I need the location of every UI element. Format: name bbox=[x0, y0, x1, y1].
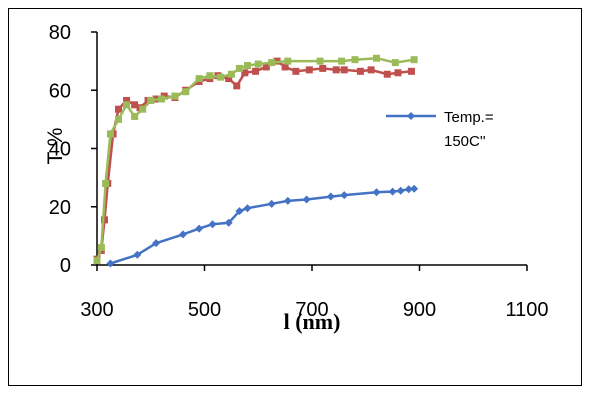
data-point bbox=[115, 105, 122, 113]
data-point bbox=[332, 66, 340, 74]
data-point bbox=[340, 191, 349, 200]
series-1-line bbox=[110, 187, 415, 265]
data-point bbox=[171, 92, 179, 100]
data-point bbox=[404, 185, 413, 194]
data-point bbox=[115, 115, 122, 123]
data-point bbox=[356, 67, 364, 75]
data-point bbox=[351, 56, 359, 64]
data-point bbox=[208, 220, 217, 229]
data-point bbox=[93, 257, 101, 265]
data-point bbox=[195, 224, 204, 233]
x-axis-title: l (nm) bbox=[284, 309, 341, 334]
data-point bbox=[305, 66, 313, 74]
series-1 bbox=[106, 184, 419, 268]
series-group bbox=[93, 54, 419, 268]
legend: Temp.= 150C'' bbox=[386, 109, 494, 150]
data-point bbox=[217, 73, 225, 81]
series-3-line bbox=[95, 56, 415, 261]
data-point bbox=[102, 179, 110, 187]
data-point bbox=[179, 230, 187, 239]
x-tick-label: 1100 bbox=[505, 299, 548, 321]
data-point bbox=[97, 244, 105, 252]
data-point bbox=[147, 96, 155, 104]
data-point bbox=[383, 70, 391, 78]
data-point bbox=[326, 192, 335, 201]
data-point bbox=[254, 60, 262, 68]
data-point bbox=[139, 105, 147, 113]
data-point bbox=[372, 188, 381, 197]
data-point bbox=[195, 75, 203, 83]
data-point bbox=[123, 101, 131, 109]
data-point bbox=[106, 259, 115, 268]
data-point bbox=[244, 61, 251, 69]
data-point bbox=[410, 56, 418, 64]
data-point bbox=[262, 63, 270, 71]
data-point bbox=[268, 59, 276, 67]
x-tick-label: 900 bbox=[403, 299, 436, 321]
legend-marker-diamond-icon bbox=[407, 112, 415, 120]
x-tick-label: 700 bbox=[295, 299, 328, 321]
data-point bbox=[235, 207, 244, 216]
series-2-line bbox=[95, 59, 412, 260]
data-point bbox=[158, 95, 165, 103]
y-tick-label: 60 bbox=[49, 80, 71, 102]
legend-label-line2: 150C'' bbox=[444, 133, 486, 150]
data-point bbox=[340, 66, 348, 74]
data-point bbox=[319, 64, 327, 72]
data-point bbox=[396, 186, 405, 195]
data-point bbox=[316, 57, 324, 65]
data-point bbox=[224, 218, 233, 227]
series-3 bbox=[93, 54, 418, 265]
data-point bbox=[373, 54, 380, 62]
data-point bbox=[338, 57, 346, 65]
data-point bbox=[267, 199, 276, 208]
data-point bbox=[225, 75, 233, 83]
series-2 bbox=[93, 57, 415, 263]
data-point bbox=[410, 184, 419, 193]
data-point bbox=[131, 112, 139, 120]
data-point bbox=[227, 70, 235, 78]
y-axis-title: T % bbox=[44, 128, 67, 165]
legend-label-line1: Temp.= bbox=[444, 109, 494, 126]
data-point bbox=[233, 82, 241, 90]
data-point bbox=[152, 239, 161, 248]
data-point bbox=[407, 67, 415, 75]
y-tick-label: 0 bbox=[60, 255, 71, 277]
x-tick-label: 500 bbox=[188, 299, 221, 321]
data-point bbox=[283, 196, 292, 205]
data-point bbox=[106, 130, 114, 138]
x-tick-label: 300 bbox=[80, 299, 113, 321]
data-point bbox=[235, 64, 243, 72]
data-point bbox=[182, 88, 190, 96]
data-point bbox=[252, 67, 260, 75]
data-point bbox=[206, 72, 214, 80]
data-point bbox=[241, 69, 249, 77]
data-point bbox=[284, 57, 292, 65]
data-point bbox=[281, 63, 289, 71]
data-point bbox=[101, 216, 109, 224]
data-point bbox=[391, 59, 399, 67]
data-point bbox=[292, 67, 300, 75]
data-point bbox=[123, 96, 131, 104]
y-tick-label: 80 bbox=[49, 22, 71, 44]
y-tick-label: 20 bbox=[49, 197, 71, 219]
data-point bbox=[394, 69, 402, 77]
data-point bbox=[388, 187, 397, 196]
data-point bbox=[302, 195, 311, 204]
ticks: 0 20 40 60 80 300 500 700 900 1100 bbox=[49, 22, 549, 321]
data-point bbox=[367, 66, 375, 74]
data-point bbox=[133, 250, 142, 259]
data-point bbox=[131, 101, 139, 109]
y-tick-label: 40 bbox=[49, 139, 71, 161]
data-point bbox=[243, 204, 252, 213]
